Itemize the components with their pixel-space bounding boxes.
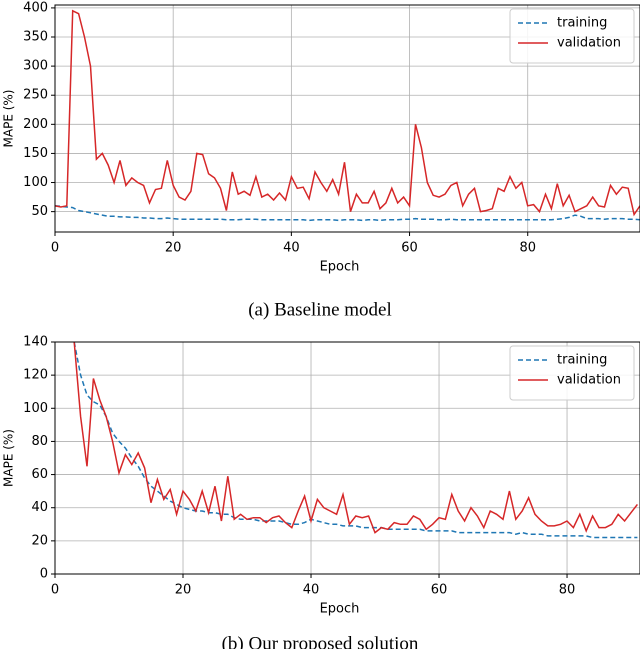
- legend-box: [509, 345, 635, 401]
- legend-label: training: [557, 353, 607, 368]
- caption: (b) Our proposed solution: [222, 633, 419, 649]
- x-tick-label: 80: [559, 583, 576, 598]
- x-tick-label: 20: [165, 241, 182, 256]
- y-tick-label: 100: [23, 175, 48, 190]
- y-tick-label: 400: [23, 0, 48, 15]
- plot-frame: [54, 4, 640, 233]
- x-tick-label: 40: [283, 241, 300, 256]
- caption: (a) Baseline model: [248, 299, 392, 320]
- y-tick-label: 200: [23, 117, 48, 132]
- y-tick-label: 50: [31, 204, 48, 219]
- series-line: [55, 205, 640, 222]
- y-tick-label: 250: [23, 88, 48, 103]
- legend-label: validation: [557, 373, 621, 388]
- legend-label: training: [557, 16, 607, 31]
- y-tick-label: 0: [40, 567, 48, 582]
- y-tick-label: 60: [31, 467, 48, 482]
- x-tick-label: 40: [303, 583, 320, 598]
- y-tick-label: 80: [31, 434, 48, 449]
- y-tick-label: 100: [23, 401, 48, 416]
- legend-label: validation: [557, 36, 621, 51]
- y-tick-label: 350: [23, 30, 48, 45]
- y-tick-label: 120: [23, 368, 48, 383]
- series-line: [73, 342, 638, 539]
- x-axis-label: Epoch: [320, 260, 360, 275]
- x-tick-label: 60: [401, 241, 418, 256]
- series-line: [55, 9, 640, 217]
- x-axis-label: Epoch: [320, 602, 360, 617]
- x-tick-label: 0: [51, 583, 59, 598]
- x-tick-label: 0: [51, 241, 59, 256]
- plot-frame: [54, 341, 640, 575]
- y-tick-label: 300: [23, 59, 48, 74]
- y-axis-label: MAPE (%): [2, 429, 16, 487]
- legend-box: [509, 8, 635, 64]
- y-tick-label: 150: [23, 146, 48, 161]
- y-axis-label: MAPE (%): [2, 90, 16, 148]
- x-tick-label: 20: [175, 583, 192, 598]
- y-tick-label: 140: [23, 335, 48, 350]
- y-tick-label: 40: [31, 500, 48, 515]
- x-tick-label: 60: [431, 583, 448, 598]
- x-tick-label: 80: [519, 241, 536, 256]
- series-line: [73, 342, 638, 534]
- y-tick-label: 20: [31, 533, 48, 548]
